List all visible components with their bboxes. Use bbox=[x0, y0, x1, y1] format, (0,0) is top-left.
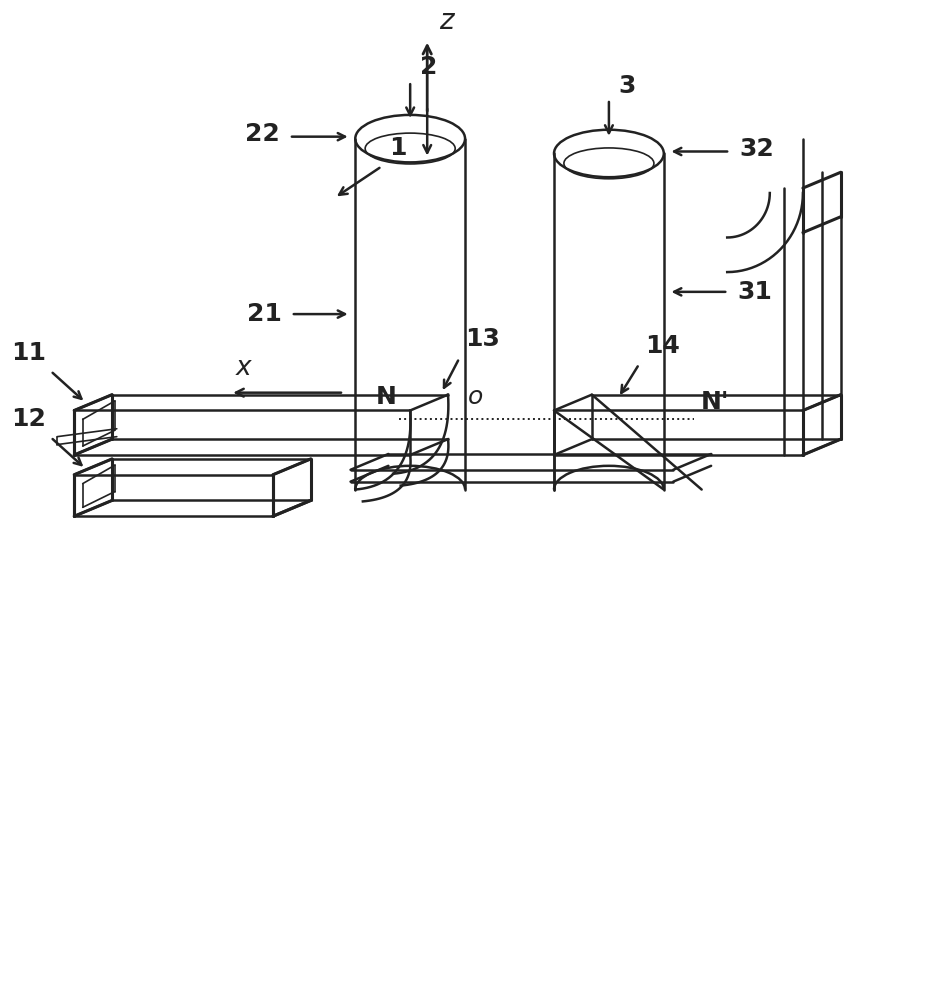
Text: 3: 3 bbox=[618, 74, 636, 98]
Text: 13: 13 bbox=[465, 327, 500, 351]
Text: 1: 1 bbox=[389, 136, 407, 160]
Text: 2: 2 bbox=[419, 55, 437, 79]
Text: 12: 12 bbox=[10, 407, 46, 431]
Text: N': N' bbox=[701, 390, 729, 414]
Text: $o$: $o$ bbox=[467, 385, 483, 409]
Text: 32: 32 bbox=[740, 137, 774, 161]
Text: 31: 31 bbox=[738, 280, 772, 304]
Text: 11: 11 bbox=[10, 341, 46, 365]
Text: 21: 21 bbox=[246, 302, 281, 326]
Text: 22: 22 bbox=[244, 122, 280, 146]
Text: N: N bbox=[376, 385, 397, 409]
Text: $z$: $z$ bbox=[438, 7, 456, 35]
Text: 14: 14 bbox=[645, 334, 680, 358]
Text: $x$: $x$ bbox=[235, 355, 254, 381]
